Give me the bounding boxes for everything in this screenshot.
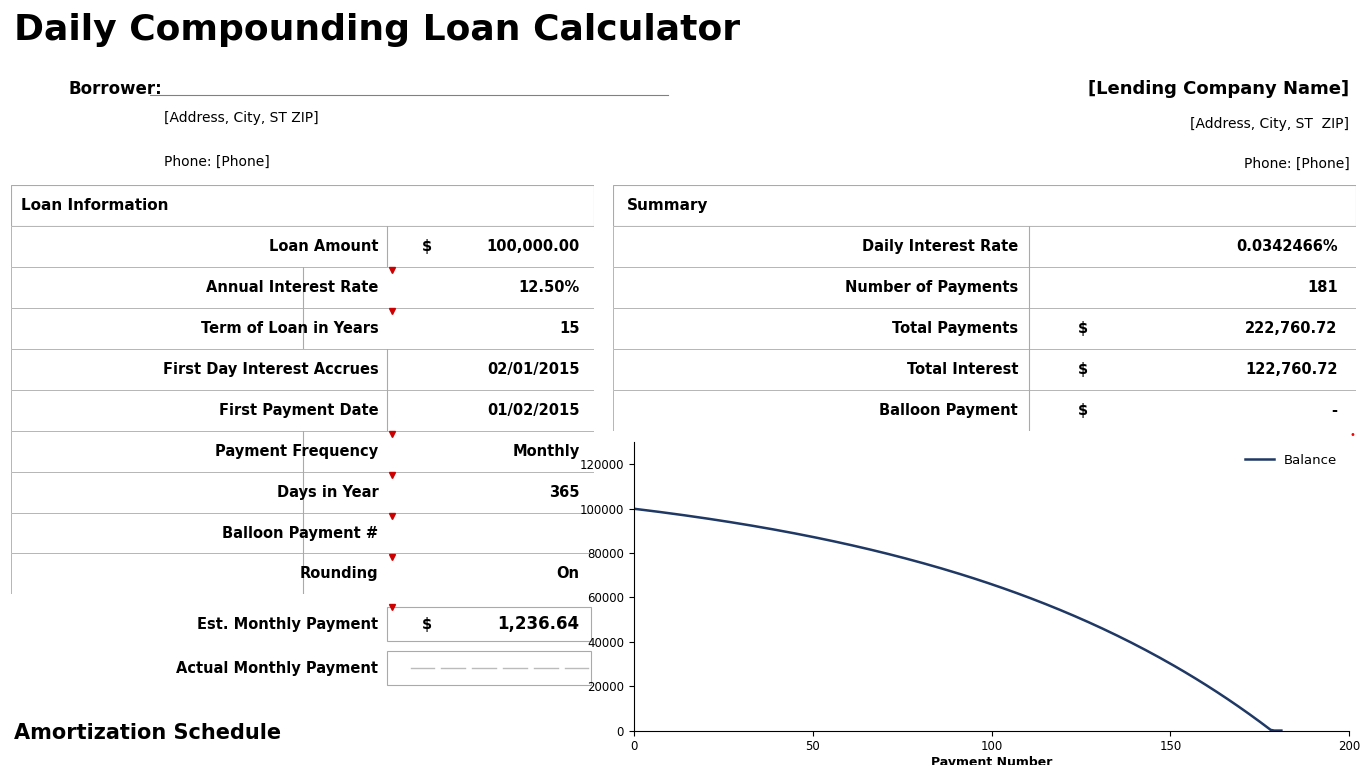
Text: $: $ [1078,362,1088,377]
Text: Balloon Payment #: Balloon Payment # [222,526,379,541]
Text: On: On [556,566,579,581]
Text: Total Interest: Total Interest [906,362,1018,377]
Text: Balloon Payment: Balloon Payment [879,402,1018,418]
Text: [Lending Company Name]: [Lending Company Name] [1088,80,1349,98]
Text: 365: 365 [549,484,579,500]
Balance [887,551,904,560]
Balance [919,560,935,569]
Text: •: • [1349,430,1355,441]
Balance [951,569,968,578]
Text: [Address, City, ST ZIP]: [Address, City, ST ZIP] [164,111,318,125]
Text: Actual Monthly Payment: Actual Monthly Payment [176,660,379,675]
Text: Summary: Summary [627,198,709,213]
Text: -: - [1332,402,1337,418]
Text: $: $ [1078,321,1088,336]
Balance [840,540,857,549]
Text: $: $ [423,617,432,632]
Text: Est. Monthly Payment: Est. Monthly Payment [198,617,379,632]
Text: 122,760.72: 122,760.72 [1246,362,1337,377]
Text: Payment Frequency: Payment Frequency [215,444,379,459]
Text: Phone: [Phone]: Phone: [Phone] [1243,158,1349,171]
Balance [947,568,964,578]
Text: 1,236.64: 1,236.64 [497,615,579,633]
Text: $: $ [423,239,432,254]
Text: Borrower:: Borrower: [68,80,162,98]
Line: Balance: Balance [634,509,1281,731]
Text: Number of Payments: Number of Payments [845,280,1018,295]
Text: Loan Amount: Loan Amount [269,239,379,254]
Text: Daily Interest Rate: Daily Interest Rate [861,239,1018,254]
Text: 02/01/2015: 02/01/2015 [487,362,579,377]
Text: Loan Information: Loan Information [22,198,169,213]
Text: $: $ [1078,402,1088,418]
Text: 222,760.72: 222,760.72 [1246,321,1337,336]
FancyBboxPatch shape [387,607,592,641]
Text: 181: 181 [1307,280,1337,295]
Text: 15: 15 [559,321,579,336]
FancyBboxPatch shape [387,651,592,685]
Text: [Address, City, ST  ZIP]: [Address, City, ST ZIP] [1190,118,1349,132]
Text: 100,000.00: 100,000.00 [487,239,579,254]
Legend: Balance: Balance [1239,449,1343,472]
Text: Monthly: Monthly [512,444,579,459]
Text: Daily Compounding Loan Calculator: Daily Compounding Loan Calculator [14,13,740,47]
Text: Term of Loan in Years: Term of Loan in Years [200,321,379,336]
Text: Rounding: Rounding [300,566,379,581]
X-axis label: Payment Number: Payment Number [931,756,1052,765]
Text: First Payment Date: First Payment Date [219,402,379,418]
Text: 12.50%: 12.50% [518,280,579,295]
Balance [1266,726,1283,735]
Text: 01/02/2015: 01/02/2015 [487,402,579,418]
Text: Days in Year: Days in Year [277,484,379,500]
Balance [1273,726,1289,735]
Text: Annual Interest Rate: Annual Interest Rate [206,280,379,295]
Balance [626,504,642,513]
Balance [1041,601,1058,610]
Text: Amortization Schedule: Amortization Schedule [14,723,281,743]
Text: First Day Interest Accrues: First Day Interest Accrues [162,362,379,377]
Text: 0.0342466%: 0.0342466% [1236,239,1337,254]
Text: Phone: [Phone]: Phone: [Phone] [164,155,270,169]
Text: Total Payments: Total Payments [891,321,1018,336]
